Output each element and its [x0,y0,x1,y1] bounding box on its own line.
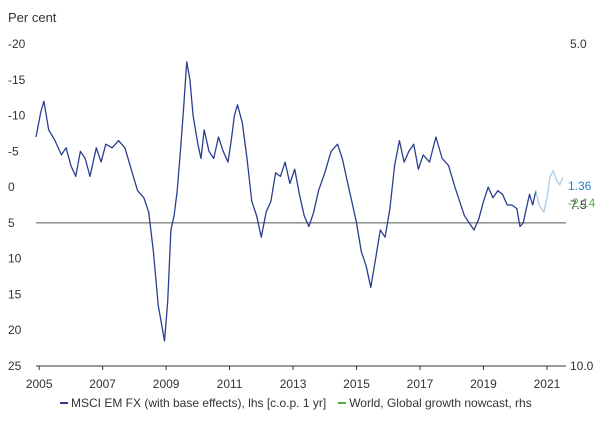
legend-label-msci: MSCI EM FX (with base effects), lhs [c.o… [71,396,327,410]
x-tick-label: 2011 [217,377,243,391]
right-tick-label: 10.0 [570,359,594,373]
x-tick-label: 2017 [407,377,434,391]
right-tick-label: 7.5 [570,198,587,212]
legend-item-msci: MSCI EM FX (with base effects), lhs [c.o… [60,396,326,410]
right-tick-label: 5.0 [570,37,587,51]
left-tick-label: -20 [8,37,26,51]
left-tick-label: -15 [8,73,26,87]
legend-swatch-msci [60,402,68,404]
end-label-world: -2.14 [568,196,596,210]
legend-item-world: World, Global growth nowcast, rhs [338,396,532,410]
left-tick-label: 15 [8,287,22,301]
series-line-msci-forecast [535,170,564,213]
x-tick-label: 2021 [534,377,561,391]
left-tick-label: 25 [8,359,22,373]
left-tick-label: -10 [8,109,26,123]
left-tick-label: 0 [8,180,15,194]
x-tick-label: 2013 [280,377,307,391]
x-tick-label: 2005 [26,377,53,391]
x-tick-label: 2019 [470,377,497,391]
legend-label-world: World, Global growth nowcast, rhs [349,396,532,410]
left-tick-label: 5 [8,216,15,230]
left-tick-label: -5 [8,144,19,158]
left-tick-label: 20 [8,323,22,337]
legend-swatch-world [338,402,347,404]
x-tick-label: 2015 [343,377,370,391]
left-tick-label: 10 [8,252,22,266]
x-tick-label: 2007 [89,377,116,391]
x-tick-label: 2009 [153,377,180,391]
end-label-msci: 1.36 [568,179,592,193]
y-axis-title: Per cent [8,10,57,25]
series-line-msci [35,61,537,342]
legend: MSCI EM FX (with base effects), lhs [c.o… [60,396,544,410]
